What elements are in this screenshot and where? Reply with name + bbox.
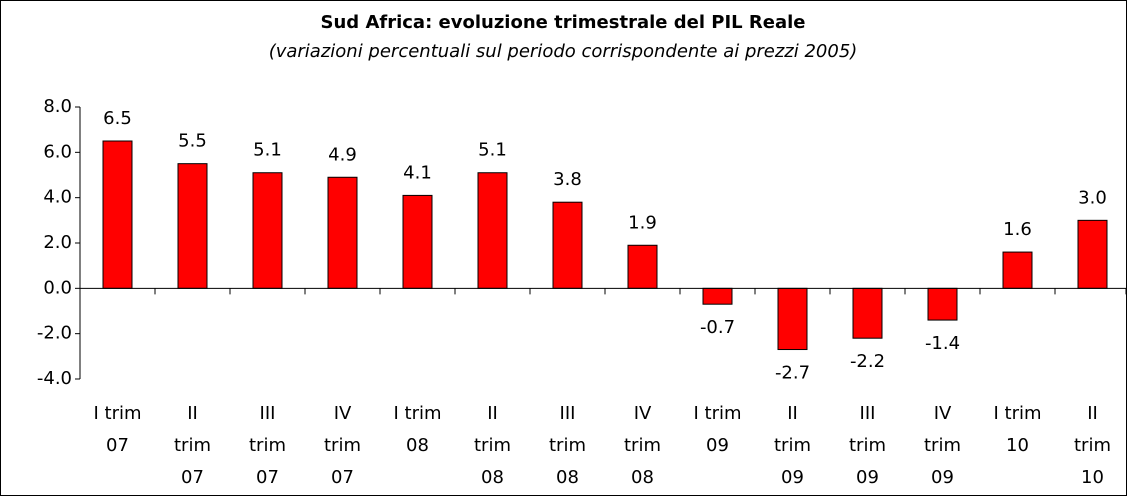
y-tick-label: -2.0	[37, 323, 72, 344]
data-label: 3.8	[553, 169, 582, 190]
x-tick-label: IV trim 08	[624, 403, 661, 488]
data-label: 5.1	[478, 140, 507, 161]
data-label: -2.2	[850, 351, 885, 372]
x-tick-label: III trim 07	[249, 403, 286, 488]
bar	[852, 287, 883, 339]
bar	[552, 201, 583, 289]
x-tick-label: I trim 07	[93, 403, 142, 456]
bar	[477, 172, 508, 289]
bar	[252, 172, 283, 289]
x-tick-label: I trim 10	[993, 403, 1042, 456]
data-label: 1.9	[628, 212, 657, 233]
data-label: -1.4	[925, 333, 960, 354]
data-label: 3.0	[1078, 187, 1107, 208]
bar	[177, 163, 208, 289]
data-label: 4.1	[403, 162, 432, 183]
data-label: 1.6	[1003, 219, 1032, 240]
data-label: 5.1	[253, 140, 282, 161]
data-label: 4.9	[328, 144, 357, 165]
data-label: -2.7	[775, 363, 810, 384]
bar	[777, 287, 808, 351]
x-tick-label: III trim 09	[849, 403, 886, 488]
x-tick-label: I trim 08	[393, 403, 442, 456]
bar	[1002, 251, 1033, 289]
bar	[1077, 219, 1108, 289]
x-tick-label: IV trim 09	[924, 403, 961, 488]
y-tick-label: 2.0	[43, 232, 72, 253]
chart-subtitle: (variazioni percentuali sul periodo corr…	[269, 41, 858, 62]
x-tick-label: II trim 08	[474, 403, 511, 488]
bar	[402, 194, 433, 289]
y-tick-label: 0.0	[43, 277, 72, 298]
data-label: 6.5	[103, 108, 132, 129]
x-tick-label: II trim 10	[1074, 403, 1111, 488]
y-tick-label: -4.0	[37, 368, 72, 389]
bar	[927, 287, 958, 321]
bar	[327, 176, 358, 289]
bar	[102, 140, 133, 289]
x-tick-label: II trim 07	[174, 403, 211, 488]
data-label: -0.7	[700, 317, 735, 338]
chart-title: Sud Africa: evoluzione trimestrale del P…	[321, 12, 806, 33]
bar	[627, 244, 658, 289]
x-tick-label: II trim 09	[774, 403, 811, 488]
x-tick-label: I trim 09	[693, 403, 742, 456]
data-label: 5.5	[178, 131, 207, 152]
x-tick-label: IV trim 07	[324, 403, 361, 488]
x-tick-label: III trim 08	[549, 403, 586, 488]
bar	[702, 287, 733, 305]
y-tick-label: 4.0	[43, 187, 72, 208]
y-tick-label: 6.0	[43, 141, 72, 162]
y-tick-label: 8.0	[43, 96, 72, 117]
